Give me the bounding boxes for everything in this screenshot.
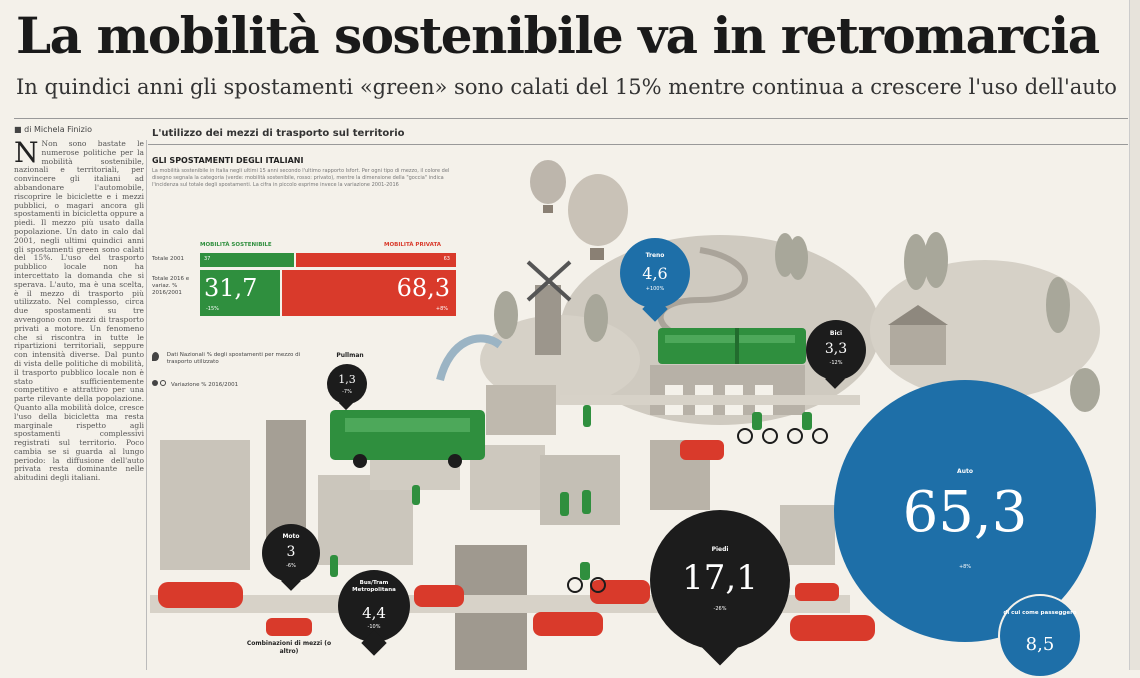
pullman-caption: Pullman	[336, 352, 364, 359]
article-column: N Non sono bastate le numerose politiche …	[14, 140, 144, 670]
value-2001-sustainable: 37	[204, 256, 211, 262]
combinazioni-caption: Combinazioni di mezzi (o altro)	[246, 640, 332, 655]
pin-piedi-value: 17,1	[682, 558, 758, 598]
graphic-title: GLI SPOSTAMENTI DEGLI ITALIANI	[152, 156, 304, 165]
viaduct	[650, 365, 805, 415]
pin-treno-pct: +100%	[645, 286, 665, 292]
bar-2001-private: 63	[296, 253, 456, 267]
river	[436, 334, 503, 382]
pin-car-passenger-label: di cui come passeggero	[1003, 610, 1077, 616]
legend-share-text: Dati Nazionali % degli spostamenti per m…	[166, 352, 301, 365]
column-divider	[146, 140, 147, 670]
balloon	[530, 160, 566, 213]
byline: ■ di Michela Finizio	[14, 125, 92, 134]
bus	[330, 410, 485, 468]
pin-pullman-value: 1,3	[338, 373, 356, 386]
cyclist-riders	[580, 412, 812, 580]
value-2001-private: 63	[443, 256, 450, 262]
bar-2001-sustainable: 37	[200, 253, 294, 267]
legend-share: Dati Nazionali % degli spostamenti per m…	[152, 352, 317, 366]
cyclists	[567, 428, 828, 593]
pin-treno: Treno 4,6 +100%	[620, 238, 690, 308]
pin-piedi: Piedi 17,1 -26%	[650, 510, 790, 650]
pct-2016-sustainable: -15%	[206, 306, 219, 312]
trees	[494, 232, 1100, 412]
pct-2016-private: +8%	[435, 306, 448, 312]
legend-variation-text: Variazione % 2016/2001	[171, 382, 239, 388]
pin-auto-label: Auto	[957, 468, 973, 475]
pin-auto-value: 65,3	[902, 480, 1028, 545]
dropcap: N	[14, 140, 39, 169]
barn	[888, 305, 948, 365]
pin-bici-value: 3,3	[824, 341, 848, 357]
pin-bus-pct: -10%	[367, 624, 381, 630]
row1-label: Totale 2001	[152, 256, 184, 262]
street	[560, 395, 860, 405]
scooters	[266, 440, 839, 636]
pin-car-passenger-value: 8,5	[1025, 634, 1055, 655]
pin-bici-label: Bici	[829, 330, 843, 337]
article-text: Non sono bastate le numerose politiche p…	[14, 140, 144, 483]
pin-treno-label: Treno	[645, 252, 665, 259]
section-title: L'utilizzo dei mezzi di trasporto sul te…	[152, 128, 405, 139]
pedestrians	[330, 405, 591, 577]
row2-label: Totale 2016 e variaz. % 2016/2001	[152, 276, 190, 296]
bar-2016-sustainable: 31,7 -15%	[200, 270, 280, 316]
pin-bus-value: 4,4	[362, 604, 386, 622]
dot-icon	[152, 380, 158, 386]
value-2016-sustainable: 31,7	[204, 274, 258, 302]
ring-icon	[160, 380, 166, 386]
header-rule	[14, 118, 1128, 119]
subheadline: In quindici anni gli spostamenti «green»…	[16, 75, 1117, 99]
pin-moto-label: Moto	[282, 533, 300, 540]
legend-variation: Variazione % 2016/2001	[152, 380, 238, 389]
pin-pullman-pct: -7%	[342, 389, 352, 395]
byline-text: di Michela Finizio	[24, 125, 92, 134]
pin-piedi-pct: -26%	[713, 606, 727, 612]
pin-pullman: 1,3 -7%	[327, 364, 367, 404]
pin-bici: Bici 3,3 -12%	[806, 320, 866, 380]
windmill	[526, 260, 572, 355]
sustainable-label: MOBILITÀ SOSTENIBILE	[200, 242, 272, 248]
pin-auto-pct: +8%	[958, 564, 972, 570]
value-2016-private: 68,3	[396, 274, 450, 302]
pin-moto-pct: -6%	[286, 563, 296, 569]
cars	[158, 580, 875, 641]
pin-piedi-label: Piedi	[711, 546, 729, 553]
pin-car-passenger: di cui come passeggero 8,5	[998, 594, 1082, 678]
pin-bici-pct: -12%	[829, 360, 843, 366]
pin-moto-value: 3	[286, 544, 296, 560]
headline: La mobilità sostenibile va in retromarci…	[16, 6, 1100, 65]
private-label: MOBILITÀ PRIVATA	[384, 242, 442, 248]
pin-treno-value: 4,6	[642, 264, 668, 283]
balloon	[568, 174, 628, 260]
section-rule	[148, 144, 1128, 145]
drop-icon	[152, 352, 159, 361]
page-edge	[1129, 0, 1140, 670]
pin-bus: Bus/Tram Metropolitana 4,4 -10%	[338, 570, 410, 642]
graphic-description: La mobilità sostenibile in Italia negli …	[152, 168, 450, 188]
pin-bus-label: Bus/Tram Metropolitana	[352, 580, 396, 593]
train	[658, 328, 806, 364]
bar-2016-private: 68,3 +8%	[282, 270, 456, 316]
